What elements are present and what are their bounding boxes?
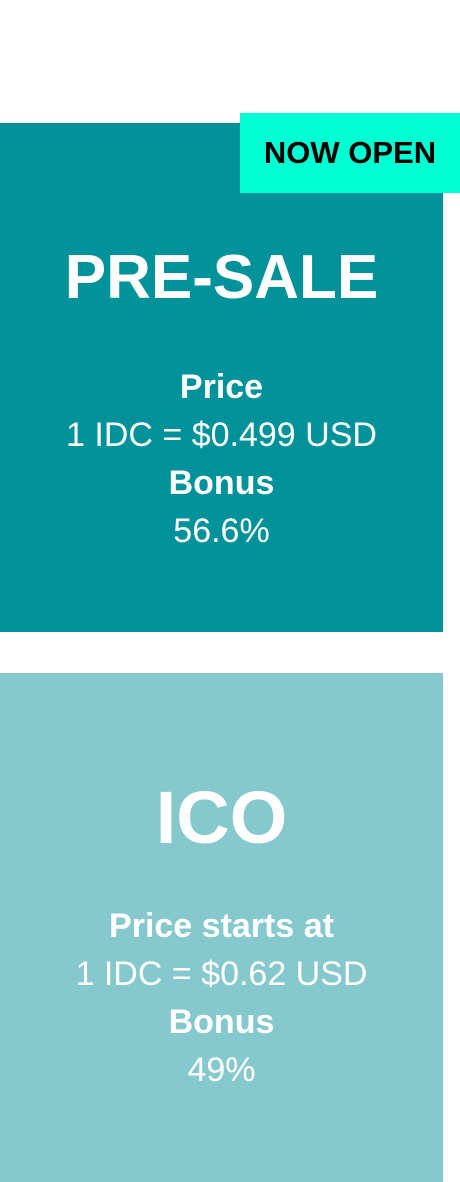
ico-info: Price starts at 1 IDC = $0.62 USD Bonus …: [0, 902, 443, 1094]
ico-bonus-value: 49%: [187, 1051, 256, 1089]
presale-title: PRE-SALE: [64, 243, 379, 312]
ico-bonus-label: Bonus: [168, 1003, 275, 1041]
presale-price-value: 1 IDC = $0.499 USD: [66, 416, 377, 454]
presale-price-label: Price: [179, 368, 264, 406]
presale-card: PRE-SALE Price 1 IDC = $0.499 USD Bonus …: [0, 123, 443, 632]
ico-title: ICO: [155, 776, 288, 859]
now-open-badge: NOW OPEN: [240, 113, 460, 193]
ico-price-value: 1 IDC = $0.62 USD: [75, 955, 368, 993]
ico-price-label: Price starts at: [109, 907, 334, 945]
presale-bonus-value: 56.6%: [173, 512, 270, 550]
presale-bonus-label: Bonus: [168, 464, 275, 502]
presale-info: Price 1 IDC = $0.499 USD Bonus 56.6%: [0, 363, 443, 555]
ico-card: ICO Price starts at 1 IDC = $0.62 USD Bo…: [0, 673, 443, 1182]
